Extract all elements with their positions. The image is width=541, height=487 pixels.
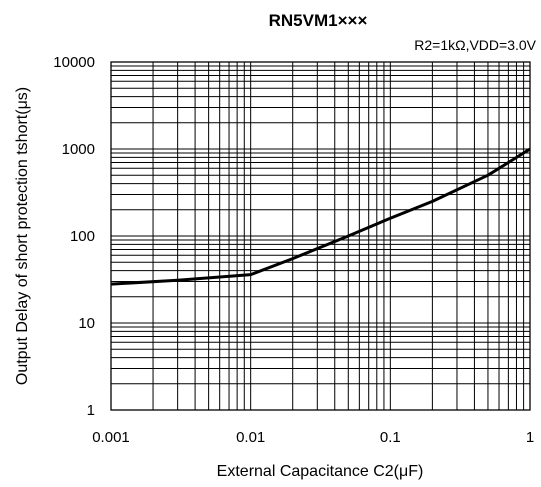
series-layer xyxy=(110,147,531,286)
x-tick-label: 0.01 xyxy=(236,429,265,446)
chart-subtitle: R2=1kΩ,VDD=3.0V xyxy=(414,37,536,53)
tick-labels: 0.001 0.01 0.1 1 1 10 100 1000 10000 xyxy=(53,54,534,446)
y-tick-label: 10000 xyxy=(53,54,95,71)
x-tick-label: 0.1 xyxy=(380,429,401,446)
x-axis-label: External Capacitance C2(μF) xyxy=(217,463,424,480)
y-tick-label: 1 xyxy=(87,402,95,419)
y-tick-label: 100 xyxy=(70,228,95,245)
plot-frame xyxy=(110,61,531,411)
series-line xyxy=(110,147,531,286)
grid xyxy=(111,62,530,410)
chart-title: RN5VM1××× xyxy=(269,11,368,30)
x-tick-label: 0.001 xyxy=(92,429,130,446)
x-tick-label: 1 xyxy=(526,429,534,446)
y-axis-label: Output Delay of short protection tshort(… xyxy=(14,87,31,385)
y-tick-label: 10 xyxy=(78,315,95,332)
y-tick-label: 1000 xyxy=(62,141,95,158)
